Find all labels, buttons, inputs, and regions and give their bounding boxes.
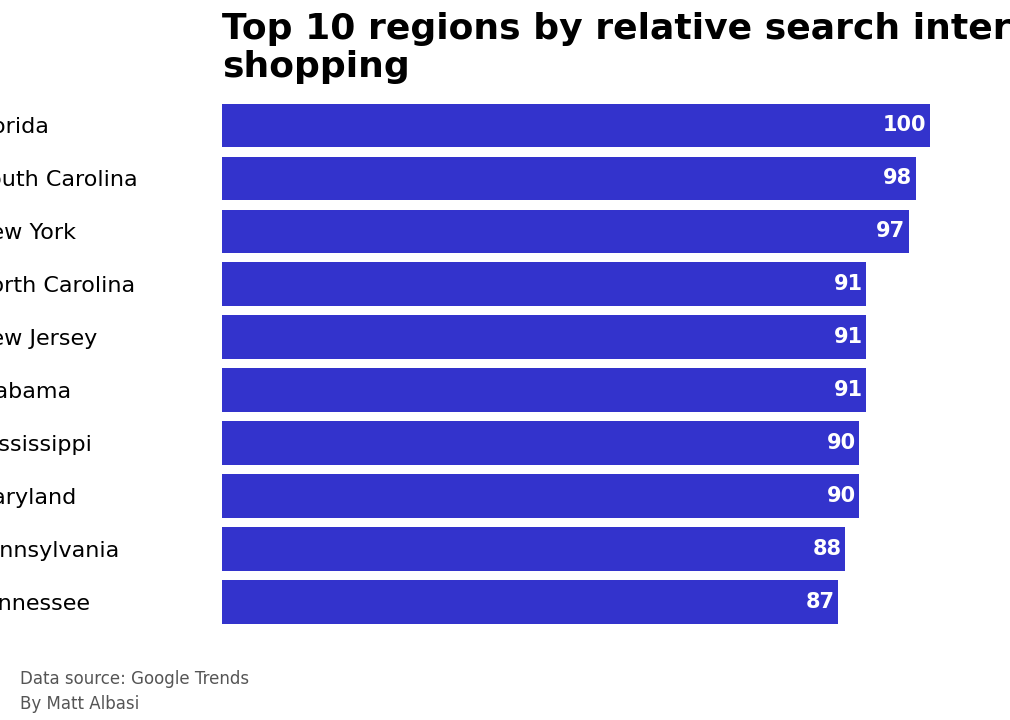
Text: Top 10 regions by relative search interest in online
shopping: Top 10 regions by relative search intere… xyxy=(222,12,1010,84)
Bar xyxy=(222,263,867,306)
Bar xyxy=(222,315,867,359)
Text: 87: 87 xyxy=(806,592,834,612)
Text: 90: 90 xyxy=(826,486,855,506)
Text: 91: 91 xyxy=(834,380,863,400)
Text: Data source: Google Trends
By Matt Albasi: Data source: Google Trends By Matt Albas… xyxy=(20,670,249,713)
Bar xyxy=(222,474,860,518)
Bar xyxy=(222,157,916,200)
Bar xyxy=(222,369,867,412)
Bar xyxy=(222,210,909,253)
Text: 90: 90 xyxy=(826,433,855,453)
Bar xyxy=(222,421,860,464)
Text: 98: 98 xyxy=(884,168,912,189)
Bar xyxy=(222,527,845,570)
Text: 91: 91 xyxy=(834,274,863,294)
Bar xyxy=(222,580,838,624)
Text: 97: 97 xyxy=(877,221,905,241)
Text: 100: 100 xyxy=(883,115,926,135)
Bar xyxy=(222,104,930,147)
Text: 91: 91 xyxy=(834,327,863,347)
Text: 88: 88 xyxy=(813,539,841,559)
